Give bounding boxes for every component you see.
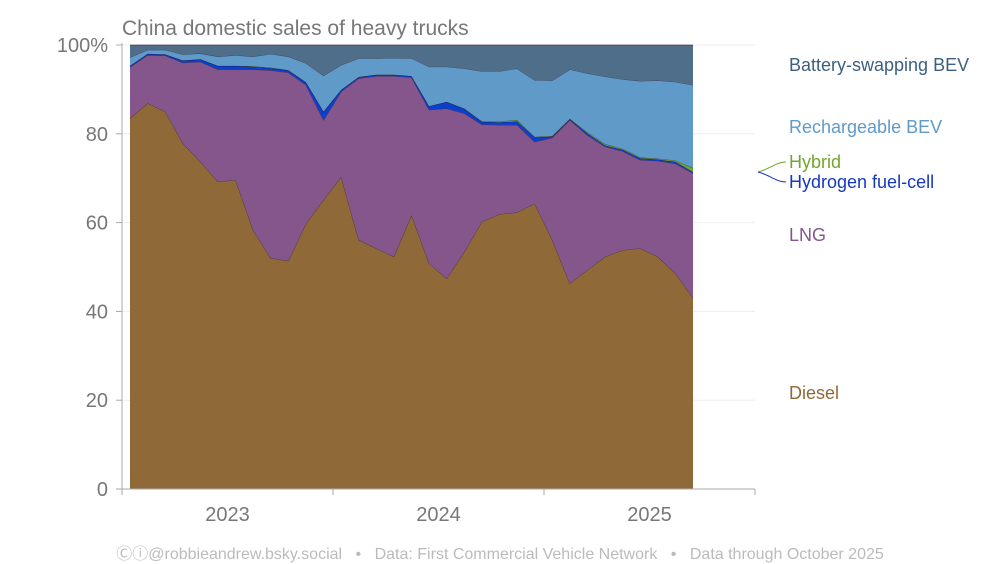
footer-source: Data: First Commercial Vehicle Network xyxy=(374,546,658,563)
footer-credit: @robbieandrew.bsky.social xyxy=(148,546,343,563)
series-label-diesel: Diesel xyxy=(789,383,839,403)
y-tick-label: 40 xyxy=(86,301,108,323)
x-tick-label: 2024 xyxy=(416,504,461,526)
y-tick-label: 0 xyxy=(97,479,108,501)
leader-line-hybrid xyxy=(757,161,787,173)
area-diesel xyxy=(130,103,693,489)
footer-coverage: Data through October 2025 xyxy=(689,546,884,563)
footer-separator: • xyxy=(355,546,362,563)
series-label-rechargeable-bev: Rechargeable BEV xyxy=(789,117,942,137)
y-tick-label: 100% xyxy=(57,35,108,57)
footer-separator: • xyxy=(670,546,677,563)
y-tick-label: 60 xyxy=(86,213,108,235)
axes: 0 20 40 60 80 100% 2023 2024 2025 xyxy=(57,35,756,526)
creative-commons-by-icon: Ⓒⓘ xyxy=(116,546,149,563)
area-rechargeable-bev xyxy=(130,49,693,168)
series-label-hybrid: Hybrid xyxy=(789,152,841,172)
series-label-lng: LNG xyxy=(789,225,826,245)
x-tick-label: 2025 xyxy=(627,504,672,526)
series-label-hydrogen-fuel-cell: Hydrogen fuel-cell xyxy=(789,172,934,192)
area-lng xyxy=(130,55,693,299)
y-tick-label: 80 xyxy=(86,124,108,146)
footer: Ⓒⓘ@robbieandrew.bsky.social • Data: Firs… xyxy=(0,540,1000,564)
chart-title: China domestic sales of heavy trucks xyxy=(122,17,469,40)
stacked-areas xyxy=(129,44,694,489)
series-label-battery-swapping-bev: Battery-swapping BEV xyxy=(789,55,969,75)
area-battery-swapping-bev xyxy=(130,45,693,85)
x-tick-label: 2023 xyxy=(205,504,250,526)
y-tick-label: 20 xyxy=(86,390,108,412)
leader-line-hydrogen xyxy=(757,171,787,183)
